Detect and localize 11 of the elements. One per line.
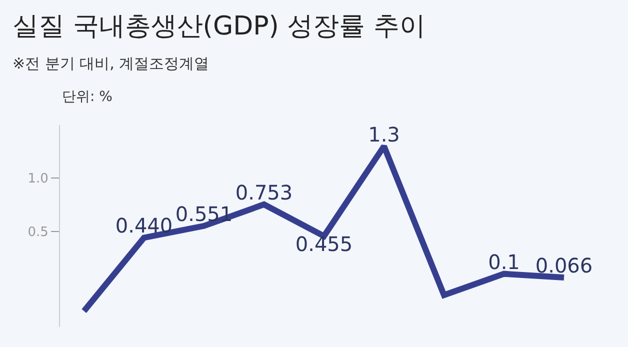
y-axis-title: 단위: %: [62, 89, 112, 105]
data-label: 1.3: [368, 122, 400, 146]
data-label: 0.066: [535, 253, 593, 278]
data-label: 0.455: [295, 232, 353, 256]
y-tick-label: 0.5: [28, 224, 48, 240]
data-label: 0.440: [115, 214, 173, 238]
y-tick-label: 1.0: [28, 172, 48, 187]
data-label: 0.1: [488, 250, 520, 274]
data-label: 0.753: [235, 180, 293, 204]
chart-title: 실질 국내총생산(GDP) 성장률 추이: [12, 12, 426, 42]
chart-subtitle: ※전 분기 대비, 계절조정계열: [12, 54, 210, 72]
